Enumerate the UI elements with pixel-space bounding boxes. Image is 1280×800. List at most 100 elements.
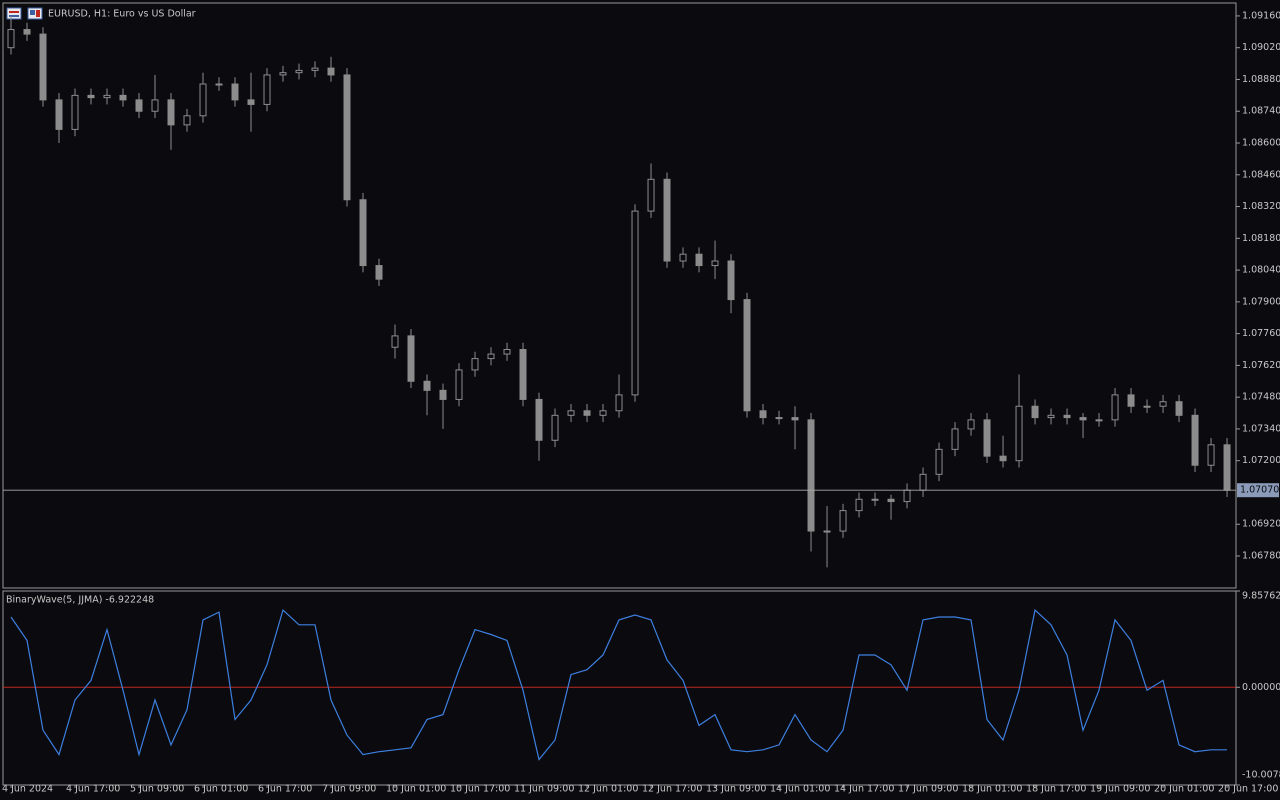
y-tick-label: 1.07900	[1242, 296, 1280, 307]
candle-body	[871, 498, 879, 501]
x-tick-label: 14 Jun 01:00	[770, 784, 830, 795]
y-tick-label: 1.09020	[1242, 42, 1280, 53]
y-tick-label: 1.09160	[1242, 10, 1280, 21]
candle-body	[295, 69, 303, 74]
x-tick-label: 6 Jun 01:00	[194, 784, 248, 795]
candle-body	[1031, 405, 1039, 419]
candle-body	[439, 389, 447, 400]
candle-body	[999, 455, 1007, 462]
candle-body	[263, 74, 271, 105]
candle-body	[1079, 417, 1087, 421]
candle-body	[231, 83, 239, 101]
candle-body	[1159, 401, 1167, 407]
symbol-icons[interactable]	[6, 7, 43, 20]
candle-body	[887, 498, 895, 503]
icon[interactable]	[6, 7, 22, 20]
current-price-box	[1237, 483, 1279, 498]
candle-body	[647, 178, 655, 212]
x-tick-label: 12 Jun 17:00	[642, 784, 702, 795]
y-tick-label: 1.07340	[1242, 423, 1280, 434]
y-tick-label: 1.08600	[1242, 138, 1280, 149]
candle-body	[903, 489, 911, 503]
candle-body	[215, 83, 223, 86]
y-tick-label: 1.08460	[1242, 169, 1280, 180]
indicator-title: BinaryWave(5, JJMA) -6.922248	[6, 595, 154, 606]
candle-body	[775, 417, 783, 420]
x-tick-label: 11 Jun 09:00	[514, 784, 574, 795]
candle-body	[423, 380, 431, 391]
candle-body	[183, 115, 191, 126]
x-tick-label: 7 Jun 09:00	[322, 784, 376, 795]
candle-body	[631, 210, 639, 396]
candle-body	[279, 72, 287, 76]
y-tick-label: 1.06780	[1242, 551, 1280, 562]
candle-body	[551, 414, 559, 441]
icon-part	[9, 15, 19, 17]
y-tick-label: -10.00786	[1242, 770, 1280, 781]
y-tick-label: 1.07620	[1242, 360, 1280, 371]
x-tick-label: 10 Jun 17:00	[450, 784, 510, 795]
x-tick-label: 5 Jun 09:00	[130, 784, 184, 795]
y-tick-label: 1.08180	[1242, 233, 1280, 244]
y-tick-label: 1.06920	[1242, 519, 1280, 530]
candle-body	[695, 253, 703, 267]
candle-body	[327, 67, 335, 76]
candle-body	[103, 94, 111, 99]
candle-body	[71, 94, 79, 130]
indicator-line	[10, 608, 1227, 761]
candle-body	[855, 498, 863, 512]
candle-body	[807, 419, 815, 532]
x-tick-label: 18 Jun 17:00	[1026, 784, 1086, 795]
candle-body	[119, 94, 127, 101]
candle-body	[567, 410, 575, 416]
x-tick-label: 6 Jun 17:00	[258, 784, 312, 795]
candle-body	[455, 369, 463, 400]
x-tick-label: 18 Jun 01:00	[962, 784, 1022, 795]
x-tick-label: 20 Jun 17:00	[1218, 784, 1278, 795]
candle-body	[679, 253, 687, 262]
candle-body	[535, 398, 543, 441]
candle-body	[55, 99, 63, 130]
candle-body	[967, 419, 975, 430]
candle-body	[135, 99, 143, 112]
candle-body	[951, 428, 959, 450]
candle-body	[1063, 414, 1071, 419]
candle-body	[487, 353, 495, 360]
candle-body	[1111, 394, 1119, 421]
current-price-label: 1.07070	[1240, 485, 1279, 496]
x-tick-label: 4 Jun 17:00	[66, 784, 120, 795]
y-tick-label: 0.000000	[1242, 682, 1280, 693]
candle-body	[791, 417, 799, 421]
y-tick-label: 1.07480	[1242, 392, 1280, 403]
candle-body	[471, 358, 479, 371]
candle-body	[599, 410, 607, 416]
candle-body	[343, 74, 351, 201]
x-tick-label: 13 Jun 09:00	[706, 784, 766, 795]
x-tick-label: 4 Jun 2024	[2, 784, 53, 795]
chart-title: EURUSD, H1: Euro vs US Dollar	[48, 9, 196, 20]
candle-body	[407, 335, 415, 382]
candle-body	[823, 530, 831, 533]
x-tick-label: 20 Jun 01:00	[1154, 784, 1214, 795]
candle-body	[359, 199, 367, 267]
y-tick-label: 1.08880	[1242, 74, 1280, 85]
candle-body	[199, 83, 207, 117]
y-tick-label: 1.07200	[1242, 455, 1280, 466]
candle-body	[839, 510, 847, 532]
candle-body	[1143, 405, 1151, 408]
candle-body	[615, 394, 623, 412]
candle-body	[503, 349, 511, 355]
x-tick-label: 17 Jun 09:00	[898, 784, 958, 795]
candle-body	[1223, 444, 1231, 491]
candle-body	[1127, 394, 1135, 407]
candle-body	[375, 265, 383, 280]
candle-body	[983, 419, 991, 457]
icon-part	[36, 10, 40, 17]
candle-body	[1095, 419, 1103, 422]
candle-body	[39, 33, 47, 101]
candle-body	[1207, 444, 1215, 466]
candle-body	[583, 410, 591, 416]
candle-body	[935, 448, 943, 475]
